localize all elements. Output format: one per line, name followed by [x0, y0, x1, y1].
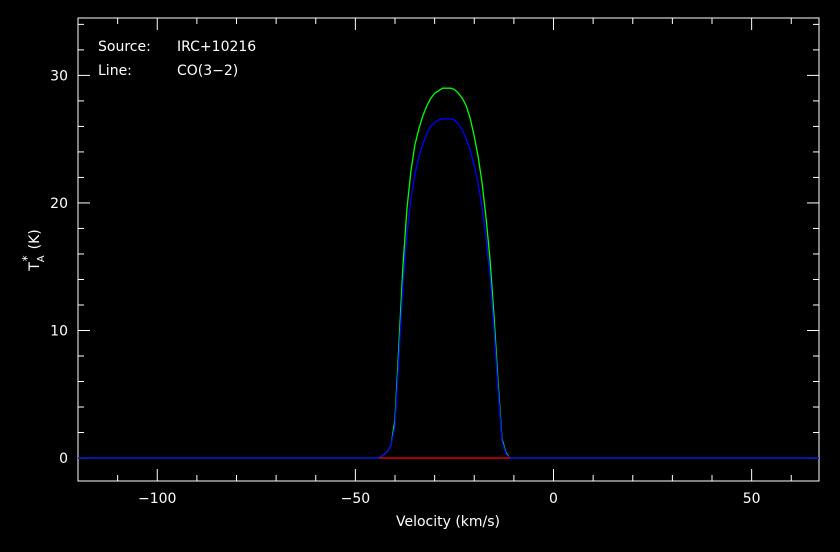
y-tick-label: 30: [50, 68, 68, 84]
source-value: IRC+10216: [177, 39, 256, 55]
series-line-1: [78, 118, 819, 459]
y-axis-label-sup: *: [20, 255, 34, 261]
y-tick-label: 20: [50, 196, 68, 212]
x-tick-label: −50: [341, 491, 371, 507]
y-axis-ticks: 0 10 20 30: [50, 23, 819, 467]
line-value: CO(3−2): [177, 63, 238, 79]
y-tick-label: 0: [59, 451, 68, 467]
x-tick-label: 0: [549, 491, 558, 507]
y-axis-label-main: T: [27, 262, 43, 272]
x-tick-label: 50: [743, 491, 761, 507]
svg-text:TA*(K): TA* (K): [20, 229, 47, 272]
y-tick-label: 10: [50, 323, 68, 339]
series-line-0: [78, 87, 819, 459]
x-axis-label: Velocity (km/s): [396, 514, 500, 530]
source-label: Source:: [98, 39, 151, 55]
y-axis-label-sub: A: [36, 255, 47, 262]
plot-frame: [77, 17, 820, 482]
x-tick-label: −100: [138, 491, 176, 507]
y-axis-label: TA* (K): [20, 229, 47, 272]
x-axis-ticks: −100 −50 0 50: [117, 18, 792, 507]
line-label: Line:: [98, 63, 132, 79]
y-axis-label-unit: (K): [27, 229, 43, 249]
series-layer: [78, 87, 819, 459]
